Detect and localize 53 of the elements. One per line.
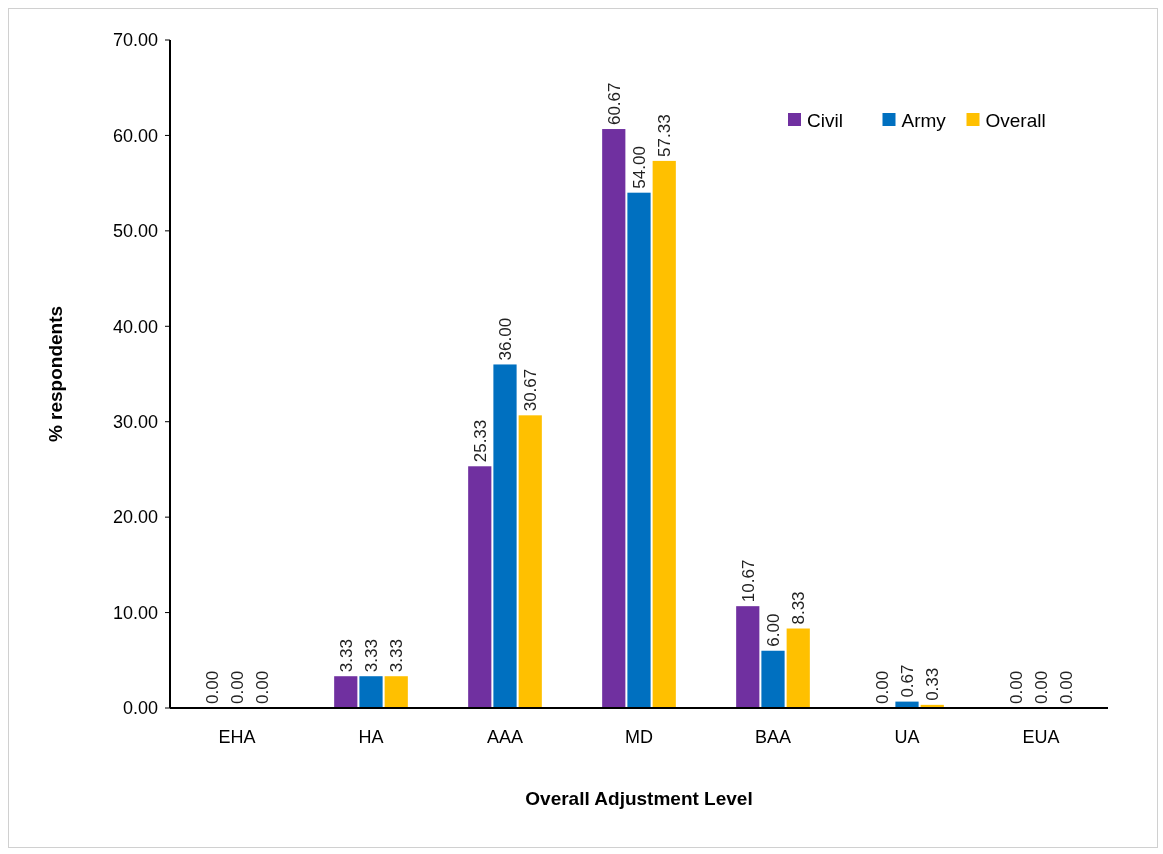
data-label: 30.67 [521, 368, 541, 412]
y-tick-label: 30.00 [112, 412, 158, 433]
data-label: 0.33 [923, 667, 943, 701]
bar [761, 650, 785, 708]
x-tick-label: EUA [1022, 727, 1060, 747]
data-label: 8.33 [789, 591, 809, 625]
y-tick-label: 70.00 [112, 30, 158, 51]
x-tick-label: UA [894, 727, 920, 747]
y-axis-title: % respondents [45, 305, 66, 443]
y-tick-label: 60.00 [112, 125, 158, 146]
data-label: 0.00 [253, 670, 273, 704]
y-tick-label: 50.00 [112, 221, 158, 242]
data-label: 25.33 [470, 419, 490, 463]
data-label: 0.00 [227, 670, 247, 704]
y-tick-label: 0.00 [122, 698, 158, 719]
x-tick-label: AAA [486, 727, 524, 747]
bar [627, 192, 651, 708]
bar [518, 415, 542, 708]
legend-label: Army [901, 109, 947, 131]
data-label: 54.00 [629, 146, 649, 189]
bar [602, 129, 626, 708]
bar [493, 364, 517, 708]
bar [786, 628, 810, 708]
x-tick-label: EHA [218, 727, 256, 747]
data-label: 57.33 [655, 114, 675, 157]
y-tick-label: 10.00 [112, 602, 158, 623]
data-label: 6.00 [763, 613, 783, 647]
bar [384, 676, 408, 708]
bar [736, 606, 760, 708]
data-label: 36.00 [495, 317, 515, 361]
legend-label: Civil [807, 109, 843, 131]
data-label: 0.67 [897, 664, 917, 698]
y-tick-label: 40.00 [112, 316, 158, 337]
data-label: 0.00 [872, 670, 892, 704]
x-tick-label: MD [625, 727, 653, 747]
data-label: 0.00 [202, 670, 222, 704]
data-label: 3.33 [361, 639, 381, 673]
bar [334, 676, 358, 708]
data-label: 60.67 [604, 82, 624, 126]
data-label: 0.00 [1006, 670, 1026, 704]
x-axis-title: Overall Adjustment Level [525, 788, 753, 809]
bar [468, 466, 492, 708]
bar [652, 160, 676, 708]
legend-label: Overall [985, 109, 1046, 131]
data-label: 3.33 [336, 639, 356, 673]
x-tick-label: HA [358, 727, 384, 747]
data-label: 0.00 [1057, 670, 1077, 704]
x-tick-label: BAA [754, 727, 792, 747]
data-label: 0.00 [1031, 670, 1051, 704]
data-label: 3.33 [387, 639, 407, 673]
y-tick-label: 20.00 [112, 507, 158, 528]
bar [359, 676, 383, 708]
data-label: 10.67 [738, 559, 758, 603]
